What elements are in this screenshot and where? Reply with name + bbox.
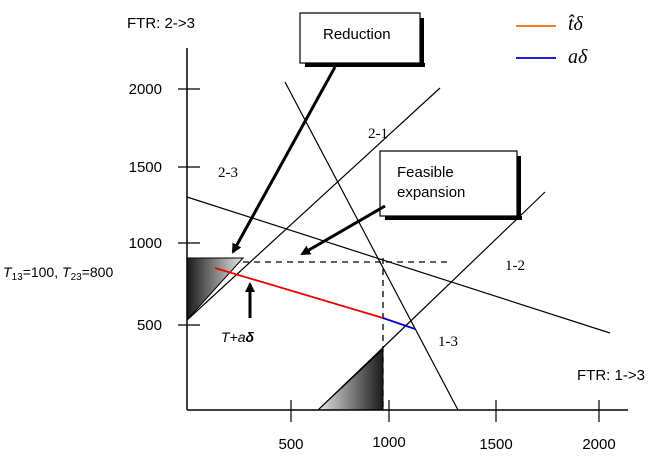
a-delta-path xyxy=(382,317,416,330)
x-tick-label-1000: 1000 xyxy=(372,434,405,451)
constraint-line-2-1 xyxy=(186,87,441,321)
reduction-box-shadow-side xyxy=(420,18,424,67)
label-2-3: 2-3 xyxy=(218,165,238,181)
feasible-text-line2: expansion xyxy=(397,184,465,201)
reduction-box-shadow xyxy=(305,63,425,67)
x-axis-title: FTR: 1->3 xyxy=(577,367,645,384)
t-hat-delta-path xyxy=(214,267,384,319)
legend-label-hat-t-delta: t̂δ xyxy=(568,13,584,35)
constraint-line-1-2 xyxy=(317,191,546,411)
y-tick-label-1000: 1000 xyxy=(129,235,162,252)
y-tick-label-1500: 1500 xyxy=(129,159,162,176)
reduction-arrow-to-left xyxy=(231,66,337,254)
feasible-expansion-box-shadow xyxy=(385,216,522,220)
y-tick-label-2000: 2000 xyxy=(129,81,162,98)
reduction-box xyxy=(299,12,421,64)
reduction-region-left xyxy=(186,257,245,322)
feasible-text-line1: Feasible xyxy=(397,164,454,181)
legend-label-a-delta: aδ xyxy=(568,46,588,68)
label-1-3: 1-3 xyxy=(438,334,458,350)
y-axis-title: FTR: 2->3 xyxy=(127,15,195,32)
constraint-line-1-3 xyxy=(284,81,459,411)
t-plus-a-delta-label: T+aδ xyxy=(221,329,255,345)
feasible-expansion-box xyxy=(379,150,518,217)
reduction-text: Reduction xyxy=(323,26,391,43)
constraint-line-2-3 xyxy=(186,196,611,334)
label-1-2: 1-2 xyxy=(505,258,525,274)
start-point-label: T13=100, T23=800 xyxy=(3,264,113,283)
x-tick-label-1500: 1500 xyxy=(479,436,512,453)
feasible-arrow xyxy=(300,204,386,256)
x-tick-label-500: 500 xyxy=(278,436,303,453)
feasible-expansion-box-shadow-side xyxy=(517,156,521,220)
label-2-1: 2-1 xyxy=(368,126,388,142)
y-tick-label-500: 500 xyxy=(137,317,162,334)
x-tick-label-2000: 2000 xyxy=(582,436,615,453)
